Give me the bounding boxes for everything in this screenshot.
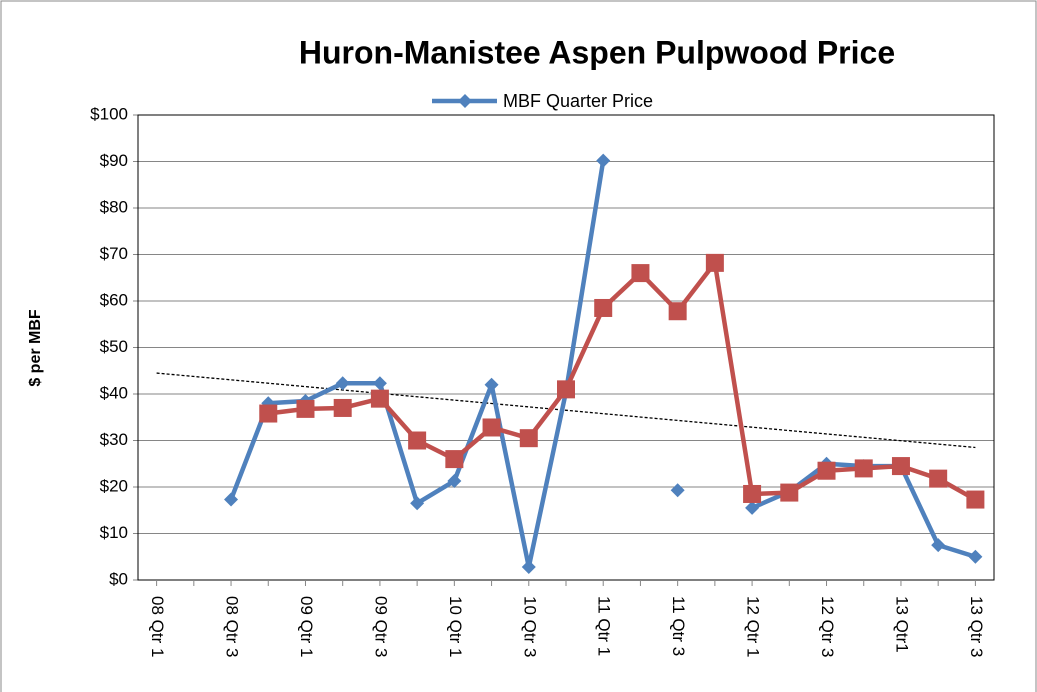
data-point: [705, 253, 724, 272]
data-point: [410, 496, 425, 511]
y-tick-label: $50: [100, 337, 128, 356]
data-point: [445, 450, 464, 469]
data-point: [296, 399, 315, 418]
data-point: [891, 457, 910, 476]
x-tick-label: 11 Qtr 3: [669, 596, 688, 656]
y-tick-label: $60: [100, 290, 128, 309]
data-point: [335, 376, 350, 391]
data-point: [817, 461, 836, 480]
data-point: [966, 490, 985, 509]
y-tick-label: $70: [100, 244, 128, 263]
x-tick-label: 09 Qtr 3: [371, 596, 390, 657]
data-point: [372, 376, 387, 391]
x-tick-label: 12 Qtr 1: [744, 596, 763, 657]
y-tick-label: $30: [100, 430, 128, 449]
data-point: [447, 473, 462, 488]
x-tick-label: 11 Qtr 1: [595, 596, 614, 656]
x-tick-label: 13 Qtr 3: [967, 596, 986, 657]
y-tick-label: $100: [90, 104, 128, 123]
y-tick-label: $90: [100, 151, 128, 170]
data-point: [929, 469, 948, 488]
data-point: [224, 492, 239, 507]
data-point: [931, 538, 946, 553]
y-tick-label: $10: [100, 523, 128, 542]
data-point: [780, 483, 799, 502]
data-point: [968, 549, 983, 564]
x-tick-label: 08 Qtr 3: [223, 596, 242, 657]
x-tick-label: 09 Qtr 1: [297, 596, 316, 657]
legend-marker: [458, 94, 472, 108]
data-point: [370, 389, 389, 408]
y-tick-label: $80: [100, 197, 128, 216]
data-point: [482, 418, 501, 437]
trendline: [156, 372, 976, 449]
x-tick-label: 13 Qtr1: [892, 596, 911, 653]
legend-label: MBF Quarter Price: [503, 91, 653, 111]
data-point: [668, 302, 687, 321]
data-point: [596, 153, 611, 168]
data-point: [521, 559, 536, 574]
data-point: [333, 398, 352, 417]
data-point: [631, 264, 650, 283]
x-tick-label: 08 Qtr 1: [148, 596, 167, 657]
chart-title: Huron-Manistee Aspen Pulpwood Price: [299, 34, 895, 70]
data-point: [259, 404, 278, 423]
data-point: [670, 483, 685, 498]
data-point: [408, 431, 427, 450]
data-point: [557, 380, 575, 399]
x-tick-label: 10 Qtr 3: [520, 596, 539, 657]
y-tick-label: $0: [109, 569, 128, 588]
data-point: [484, 377, 499, 392]
x-tick-label: 12 Qtr 3: [818, 596, 837, 657]
data-point: [854, 459, 873, 478]
data-point: [519, 429, 538, 448]
data-point: [594, 298, 613, 317]
y-axis-label: $ per MBF: [27, 309, 44, 387]
x-tick-label: 10 Qtr 1: [446, 596, 465, 657]
y-tick-label: $40: [100, 383, 128, 402]
y-tick-label: $20: [100, 476, 128, 495]
data-point: [743, 484, 762, 503]
data-point: [745, 500, 760, 515]
